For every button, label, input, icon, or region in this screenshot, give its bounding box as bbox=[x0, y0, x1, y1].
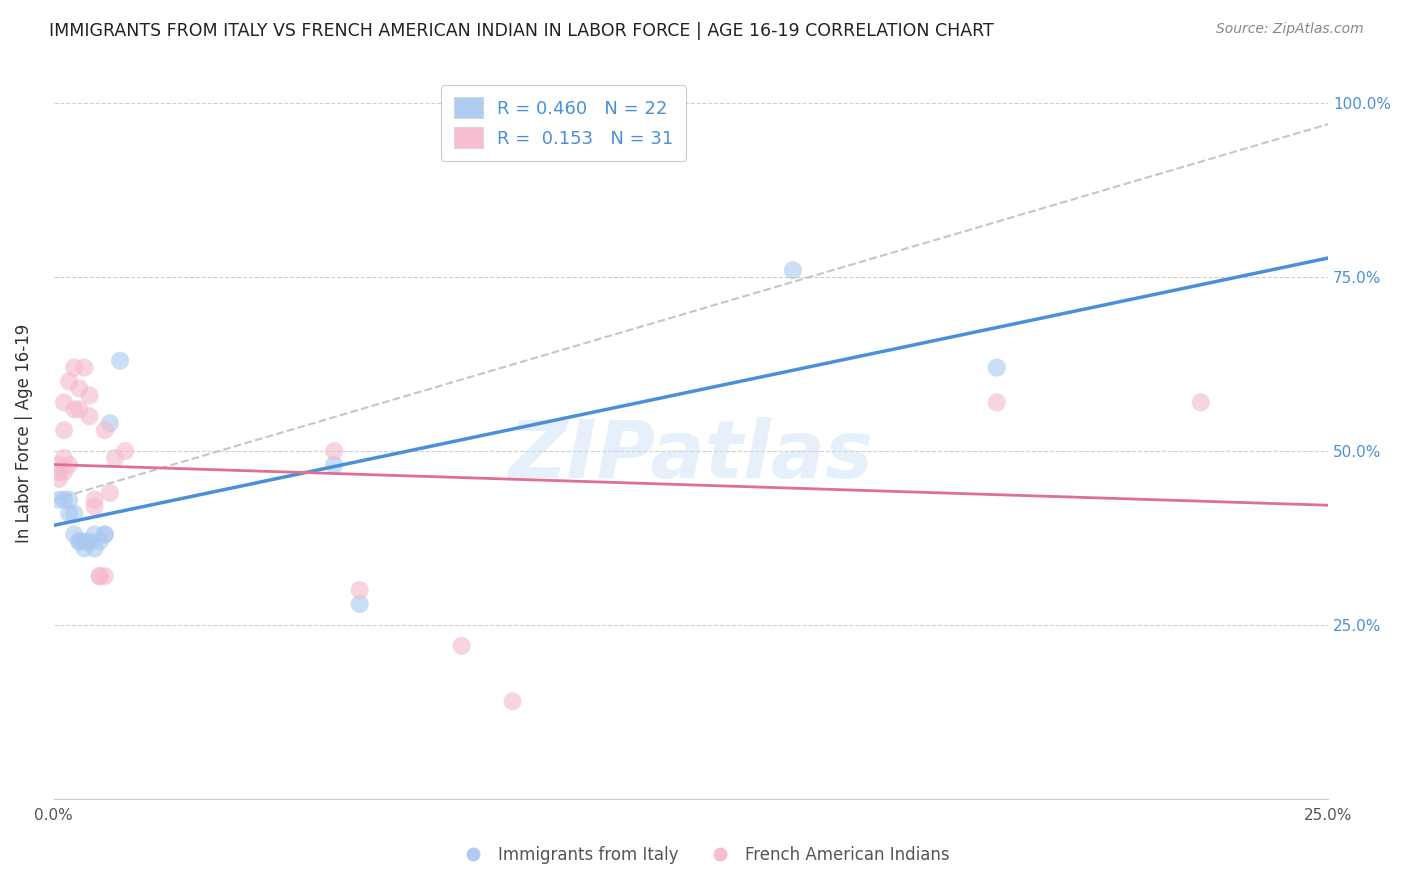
Point bbox=[58, 507, 80, 521]
Legend: R = 0.460   N = 22, R =  0.153   N = 31: R = 0.460 N = 22, R = 0.153 N = 31 bbox=[441, 85, 686, 161]
Point bbox=[58, 375, 80, 389]
Point bbox=[73, 360, 96, 375]
Point bbox=[63, 360, 86, 375]
Point bbox=[83, 500, 105, 514]
Point bbox=[48, 472, 70, 486]
Point bbox=[58, 492, 80, 507]
Legend: Immigrants from Italy, French American Indians: Immigrants from Italy, French American I… bbox=[450, 839, 956, 871]
Point bbox=[73, 541, 96, 556]
Point bbox=[67, 402, 90, 417]
Point bbox=[450, 639, 472, 653]
Point bbox=[63, 402, 86, 417]
Point bbox=[104, 450, 127, 465]
Text: IMMIGRANTS FROM ITALY VS FRENCH AMERICAN INDIAN IN LABOR FORCE | AGE 16-19 CORRE: IMMIGRANTS FROM ITALY VS FRENCH AMERICAN… bbox=[49, 22, 994, 40]
Point bbox=[986, 360, 1008, 375]
Point bbox=[98, 416, 121, 430]
Point bbox=[53, 450, 76, 465]
Point bbox=[53, 423, 76, 437]
Point bbox=[83, 492, 105, 507]
Text: ZIPatlas: ZIPatlas bbox=[509, 417, 873, 494]
Point bbox=[63, 527, 86, 541]
Point bbox=[67, 381, 90, 395]
Point bbox=[79, 388, 101, 402]
Point bbox=[323, 458, 346, 472]
Y-axis label: In Labor Force | Age 16-19: In Labor Force | Age 16-19 bbox=[15, 324, 32, 543]
Point bbox=[349, 583, 371, 598]
Point bbox=[73, 534, 96, 549]
Point bbox=[114, 444, 136, 458]
Point bbox=[323, 444, 346, 458]
Point bbox=[108, 353, 131, 368]
Point bbox=[94, 527, 117, 541]
Point bbox=[89, 569, 111, 583]
Point bbox=[1189, 395, 1212, 409]
Point bbox=[502, 694, 524, 708]
Point bbox=[48, 458, 70, 472]
Point bbox=[48, 492, 70, 507]
Point bbox=[349, 597, 371, 611]
Point bbox=[89, 569, 111, 583]
Point bbox=[98, 485, 121, 500]
Point bbox=[53, 492, 76, 507]
Point bbox=[58, 458, 80, 472]
Point bbox=[67, 534, 90, 549]
Text: Source: ZipAtlas.com: Source: ZipAtlas.com bbox=[1216, 22, 1364, 37]
Point bbox=[94, 527, 117, 541]
Point bbox=[94, 569, 117, 583]
Point bbox=[986, 395, 1008, 409]
Point bbox=[67, 534, 90, 549]
Point bbox=[89, 534, 111, 549]
Point bbox=[53, 395, 76, 409]
Point bbox=[79, 409, 101, 424]
Point bbox=[79, 534, 101, 549]
Point bbox=[83, 541, 105, 556]
Point bbox=[63, 507, 86, 521]
Point bbox=[94, 423, 117, 437]
Point bbox=[782, 263, 804, 277]
Point bbox=[48, 465, 70, 479]
Point bbox=[83, 527, 105, 541]
Point bbox=[53, 465, 76, 479]
